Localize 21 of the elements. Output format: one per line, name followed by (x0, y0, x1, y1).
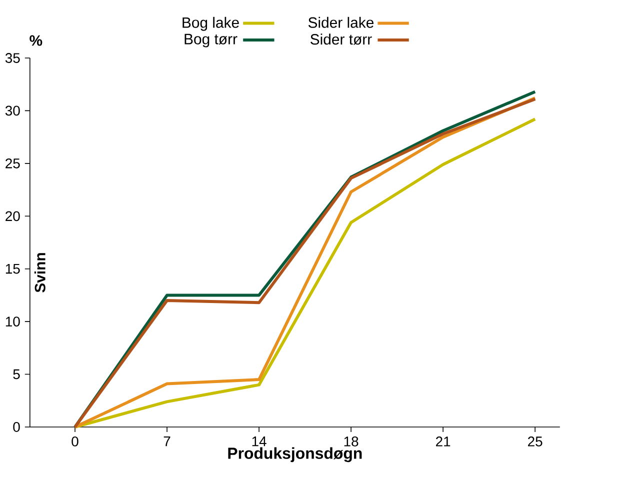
x-tick-label: 7 (164, 436, 170, 446)
x-tick-label: 21 (436, 436, 450, 446)
legend-label: Sider lake (308, 16, 374, 28)
x-axis-title: Produksjonsdøgn (228, 447, 362, 462)
y-tick-label: 35 (5, 53, 20, 63)
y-tick-label: 25 (6, 158, 20, 168)
legend-label: Bog lake (182, 16, 239, 31)
x-tick-label: 25 (528, 436, 542, 446)
y-tick-label: 30 (5, 106, 20, 116)
x-tick-label: 18 (344, 436, 358, 446)
x-tick-label: 14 (252, 436, 266, 446)
y-tick-label: 10 (6, 316, 20, 327)
y-tick-label: 20 (6, 211, 20, 222)
legend-label: Bog tørr (184, 34, 238, 48)
text: % (30, 35, 42, 46)
x-tick-label: 0 (72, 436, 78, 446)
y-tick-label: 5 (13, 369, 20, 380)
y-tick-label: 0 (13, 422, 20, 432)
y-tick-label: 15 (6, 264, 20, 274)
y-axis-title: Svinn (34, 253, 46, 292)
legend-label: Sider tørr (310, 34, 372, 45)
